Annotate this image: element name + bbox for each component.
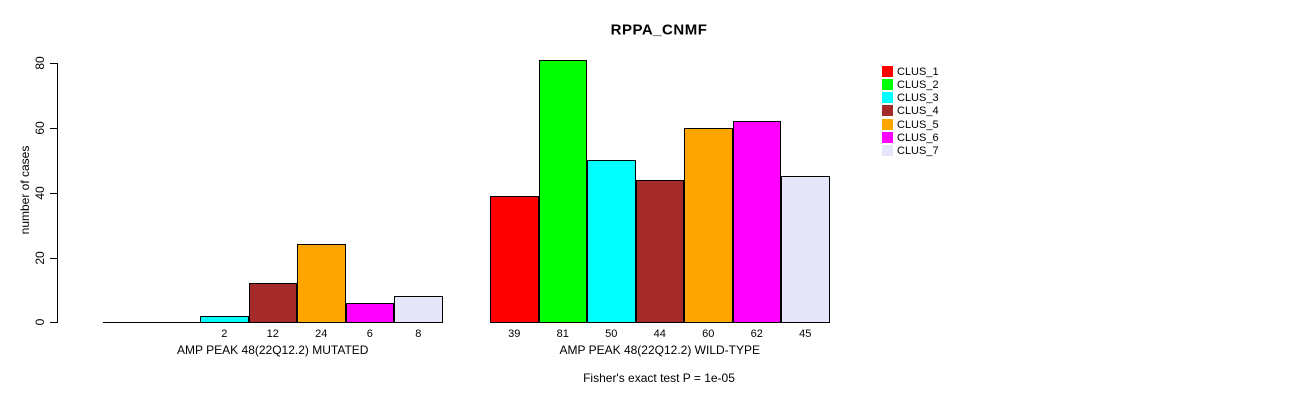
y-tick-label: 40 [33,186,47,200]
bar-CLUS_5 [684,128,733,323]
legend-swatch-CLUS_6 [882,132,893,143]
y-tick-label: 80 [33,56,47,70]
y-tick-label: 0 [33,318,47,326]
bar-CLUS_3 [200,316,249,323]
bar-CLUS_6 [346,303,394,323]
bar-value-label: 50 [605,327,618,340]
bar-CLUS_4 [249,283,297,323]
legend-swatch-CLUS_2 [882,79,893,90]
group-label: AMP PEAK 48(22Q12.2) MUTATED [177,343,369,357]
bar-CLUS_1 [490,196,539,323]
y-tick-mark [50,322,57,323]
bar-value-label: 24 [315,327,328,340]
bar-value-label: 44 [653,327,666,340]
footnote: Fisher's exact test P = 1e-05 [583,371,735,385]
bar-value-label: 81 [556,327,569,340]
legend-label-CLUS_3: CLUS_3 [897,91,939,104]
legend-label-CLUS_4: CLUS_4 [897,104,939,117]
bar-value-label: 39 [508,327,521,340]
bar-value-label: 2 [221,327,228,340]
bar-CLUS_6 [733,121,781,323]
bar-CLUS_2 [539,60,587,323]
bar-value-label: 45 [799,327,812,340]
legend-swatch-CLUS_4 [882,105,893,116]
y-tick-mark [50,258,57,259]
legend-swatch-CLUS_5 [882,119,893,130]
legend-label-CLUS_6: CLUS_6 [897,131,939,144]
y-axis-label: number of cases [18,145,32,235]
y-tick-label: 20 [33,251,47,265]
legend-swatch-CLUS_1 [882,66,893,77]
bar-CLUS_7 [394,296,443,323]
y-tick-mark [50,63,57,64]
legend-label-CLUS_5: CLUS_5 [897,118,939,131]
y-tick-mark [50,193,57,194]
legend-swatch-CLUS_7 [882,145,893,156]
group-label: AMP PEAK 48(22Q12.2) WILD-TYPE [559,343,761,357]
y-tick-mark [50,128,57,129]
bar-CLUS_7 [781,176,830,323]
legend-label-CLUS_2: CLUS_2 [897,78,939,91]
bar-value-label: 12 [266,327,279,340]
y-axis-line [57,63,58,323]
legend-label-CLUS_1: CLUS_1 [897,65,939,78]
bar-value-label: 62 [750,327,763,340]
bar-CLUS_4 [636,180,684,323]
bar-CLUS_5 [297,244,346,323]
bar-value-label: 60 [702,327,715,340]
bar-value-label: 6 [366,327,373,340]
legend-label-CLUS_7: CLUS_7 [897,144,939,157]
chart-title: RPPA_CNMF [610,21,708,39]
y-tick-label: 60 [33,121,47,135]
legend-swatch-CLUS_3 [882,92,893,103]
bar-CLUS_3 [587,160,636,323]
bar-value-label: 8 [415,327,422,340]
